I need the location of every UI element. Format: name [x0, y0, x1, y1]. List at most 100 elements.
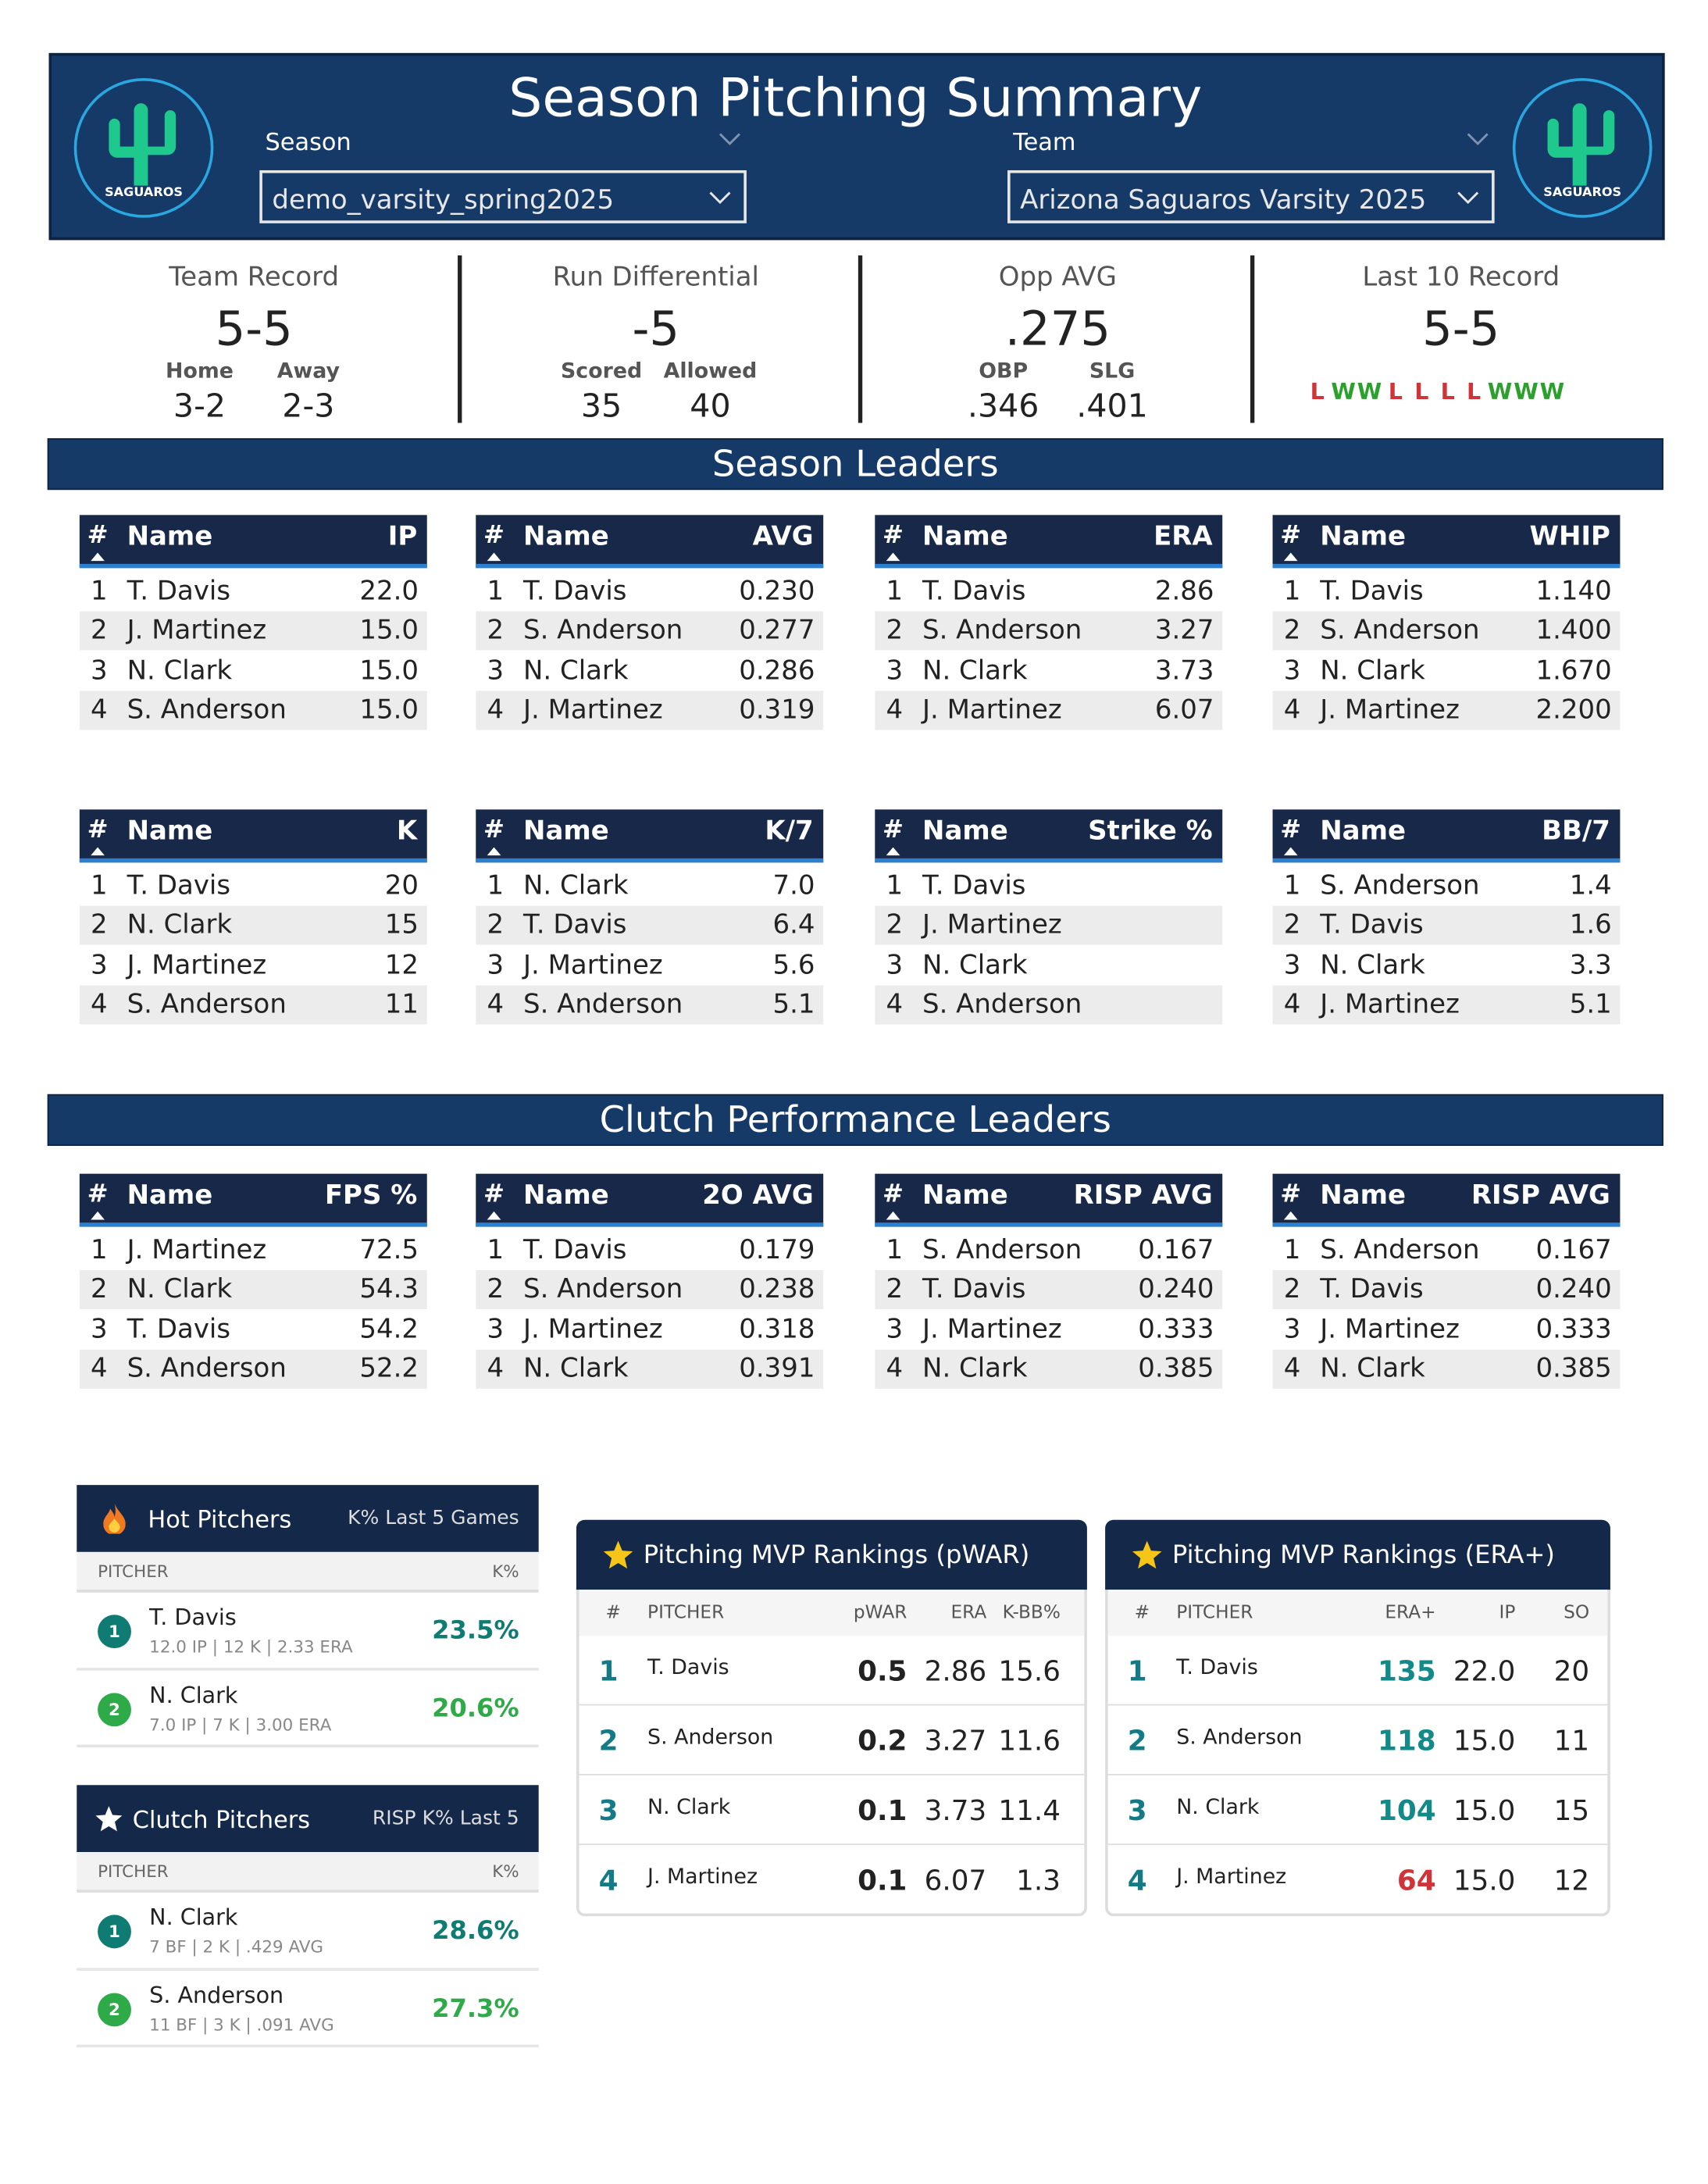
player-name: N. Clark [1320, 948, 1425, 980]
sort-arrow [886, 1211, 900, 1220]
stat-value: 1.670 [1535, 654, 1612, 686]
panel-header [576, 1519, 1087, 1590]
table-row [875, 905, 1223, 945]
table-row [875, 650, 1223, 691]
sort-arrow [487, 847, 501, 856]
table-row [1272, 905, 1621, 945]
table-row [476, 1348, 824, 1389]
table-row [79, 1269, 427, 1309]
rank: 1 [598, 1654, 619, 1688]
stat-value: 0.179 [739, 1233, 815, 1265]
player-name: T. Davis [127, 869, 231, 901]
rank: 1 [91, 575, 108, 606]
column-header: K/7 [765, 815, 814, 847]
row-divider [579, 1773, 1085, 1775]
column-header: # [1280, 1179, 1302, 1209]
player-name: N. Clark [922, 1353, 1028, 1384]
stat-value: 0.333 [1138, 1313, 1214, 1344]
kpi-detail-value: 3-2 [173, 388, 226, 426]
stat-value: 0.286 [739, 654, 815, 686]
sort-arrow [91, 847, 105, 856]
stat-value: 2.200 [1535, 694, 1612, 726]
player-detail: 12.0 IP | 12 K | 2.33 ERA [149, 1636, 353, 1657]
column-header: Name [127, 815, 213, 847]
dropdown[interactable] [1007, 170, 1495, 223]
column-header: K-BB% [1002, 1603, 1061, 1624]
player-detail: 7.0 IP | 7 K | 3.00 ERA [149, 1715, 332, 1735]
column-header: PITCHER [98, 1861, 169, 1882]
sort-arrow [886, 552, 900, 562]
row-divider [1107, 1843, 1608, 1846]
player-name: N. Clark [1320, 1353, 1425, 1384]
player-name: T. Davis [922, 575, 1026, 606]
column-header: FPS % [324, 1179, 418, 1212]
stat-value: 27.3% [432, 1993, 519, 2023]
player-name: J. Martinez [647, 1864, 758, 1890]
section-bar [47, 1094, 1663, 1146]
table-row [79, 1348, 427, 1389]
stat-value: 72.5 [359, 1233, 419, 1265]
rank: 3 [886, 948, 904, 980]
table-row [79, 1308, 427, 1349]
player-name: J. Martinez [523, 1313, 663, 1344]
rank: 1 [886, 575, 904, 606]
player-name: N. Clark [523, 654, 629, 686]
kpi-detail-label: SLG [1089, 358, 1136, 384]
player-name: S. Anderson [523, 615, 683, 646]
stat-value: 104 [1377, 1793, 1436, 1827]
player-name: N. Clark [1320, 654, 1425, 686]
kpi-detail-value: 35 [580, 388, 622, 426]
table-row [79, 984, 427, 1025]
chevron [1467, 133, 1489, 146]
rank: 3 [1283, 1313, 1301, 1344]
rank: 4 [91, 1353, 108, 1384]
column-header: # [87, 815, 109, 844]
column-header: ERA [950, 1603, 987, 1624]
player-detail: 11 BF | 3 K | .091 AVG [149, 2014, 334, 2035]
table-row [1272, 984, 1621, 1025]
kpi-detail-label: Home [166, 358, 234, 384]
player-name: J. Martinez [1176, 1864, 1287, 1890]
stat-value: 118 [1377, 1723, 1436, 1758]
stat-value: 0.391 [739, 1353, 815, 1384]
stat-value: 6.07 [1154, 694, 1214, 726]
stat-value: 20.6% [432, 1693, 519, 1723]
table-row [875, 570, 1223, 611]
rank: 1 [487, 869, 505, 901]
kpi-detail-value: 40 [690, 388, 731, 426]
dropdown[interactable] [259, 170, 747, 223]
star-icon [95, 1806, 123, 1832]
stat-value: 0.2 [858, 1723, 907, 1758]
kpi-detail-value: .401 [1076, 388, 1148, 426]
rank: 4 [1283, 988, 1301, 1020]
table-row [79, 690, 427, 730]
stat-value: 5.6 [772, 948, 815, 980]
kpi-value: 5-5 [215, 301, 293, 358]
rank: 4 [487, 1353, 505, 1384]
stat-value: 23.5% [432, 1616, 519, 1646]
stat-value: 11 [384, 988, 419, 1020]
kpi-title: Last 10 Record [1362, 262, 1560, 293]
player-name: S. Anderson [127, 988, 287, 1020]
panel-header [1105, 1519, 1610, 1590]
column-header: K [396, 815, 418, 847]
stat-value: 15.0 [1453, 1723, 1516, 1758]
player-name: N. Clark [127, 909, 233, 940]
stat-value: 1.140 [1535, 575, 1612, 606]
panel-header [77, 1785, 539, 1853]
player-name: S. Anderson [523, 988, 683, 1020]
stat-value: 135 [1377, 1654, 1436, 1688]
column-header: # [483, 1179, 505, 1209]
column-header: ERA+ [1385, 1603, 1436, 1624]
star-icon [603, 1540, 633, 1569]
team-logo [73, 78, 214, 218]
column-header-row [579, 1590, 1085, 1636]
chevron [709, 191, 731, 205]
player-name: N. Clark [523, 869, 629, 901]
team-logo [1512, 78, 1653, 218]
dropdown-value: Arizona Saguaros Varsity 2025 [1020, 184, 1427, 216]
stat-value: 0.333 [1535, 1313, 1612, 1344]
rank: 2 [487, 615, 505, 646]
column-header: # [1280, 520, 1302, 550]
rank: 2 [1127, 1723, 1147, 1758]
